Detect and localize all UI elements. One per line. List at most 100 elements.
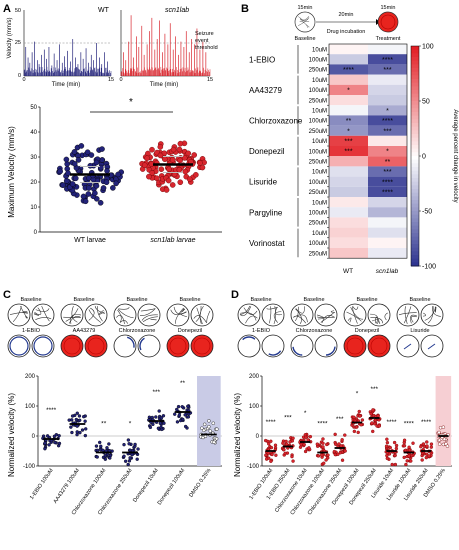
treatment-track [126, 336, 135, 348]
baseline-track [346, 311, 362, 322]
heat-cell [329, 74, 368, 85]
nv-point [371, 408, 375, 412]
baseline-track [350, 307, 364, 320]
drug-label: Lisuride [249, 178, 278, 187]
nv-point [212, 440, 216, 444]
b-t2: 20min [339, 12, 354, 18]
dose-label: 10uM [312, 200, 327, 206]
nv-point [159, 416, 164, 420]
a-point [104, 168, 110, 174]
nv-ytick-label: 0 [32, 434, 36, 440]
a-point [182, 168, 189, 175]
nv-point [304, 435, 308, 440]
heat-cell [368, 125, 407, 136]
d-bot-4: Lisuride [410, 328, 429, 334]
colorbar-segment [411, 181, 419, 186]
nv-point [324, 458, 328, 462]
a-point [87, 162, 94, 169]
nv-point [290, 454, 294, 459]
nv-point [83, 433, 88, 438]
nv-point [108, 456, 112, 460]
baseline-track [434, 306, 437, 313]
nv-point [437, 430, 441, 435]
baseline-track [117, 308, 134, 319]
c-top-2: Baseline [73, 297, 94, 303]
treatment-well [113, 334, 137, 358]
nv-point [402, 444, 407, 448]
a-point [71, 149, 78, 155]
nv-point [103, 454, 108, 458]
c-bot-4: Donepezil [178, 328, 202, 334]
colorbar-segment [411, 108, 419, 113]
nv-point [202, 428, 206, 433]
baseline-track [33, 312, 40, 316]
d-top-4: Baseline [409, 297, 430, 303]
nv-point [402, 438, 407, 442]
colorbar-tick-label: 100 [422, 44, 434, 51]
nv-point [316, 454, 321, 458]
nv-point [54, 432, 59, 437]
treatment-track [169, 337, 187, 355]
nv-point [43, 446, 47, 451]
nv-category-label: AA43279 100uM [53, 467, 82, 504]
nv-point [69, 425, 73, 429]
a-point [199, 164, 206, 171]
dose-label: 100uM [309, 149, 327, 155]
baseline-track [34, 307, 42, 315]
heat-cell [329, 227, 368, 238]
heat-cell [368, 105, 407, 116]
nv-point [320, 453, 324, 457]
nv-point [424, 455, 429, 460]
colorbar-segment [411, 189, 419, 194]
baseline-track [239, 305, 250, 315]
nv-point [358, 414, 362, 418]
colorbar-segment [411, 137, 419, 142]
a-point [72, 175, 79, 182]
nv-sig-label: *** [152, 389, 160, 396]
a-point [186, 176, 193, 182]
baseline-track [299, 15, 310, 21]
a-xtick-15-wt: 15 [108, 77, 114, 83]
heat-cell [368, 44, 407, 55]
nv-point [208, 429, 212, 433]
a-point [157, 144, 164, 150]
baseline-well [190, 303, 214, 327]
heat-sig-label: **** [382, 190, 393, 197]
heat-cell [368, 95, 407, 106]
colorbar-segment [411, 64, 419, 69]
baseline-track [243, 307, 258, 315]
nv-point [181, 417, 185, 422]
a-point [84, 149, 91, 156]
nv-point [420, 458, 424, 462]
treatment-track [403, 343, 412, 350]
dose-label: 10uM [312, 170, 327, 176]
nv-point [160, 427, 164, 432]
threshold-label-2: event [195, 38, 209, 44]
baseline-track [347, 317, 352, 323]
heat-sig-label: **** [382, 57, 393, 64]
heat-cell [329, 207, 368, 218]
nv-point [135, 457, 139, 461]
colorbar-segment [411, 225, 419, 230]
nv-sig-label: * [356, 391, 359, 398]
dose-label: 10uM [312, 47, 327, 53]
a-point [197, 160, 203, 166]
a-point [163, 187, 170, 193]
nv-point [332, 449, 337, 454]
baseline-track [375, 316, 381, 325]
nv-sig-label: * [304, 410, 307, 417]
colorbar-segment [411, 174, 419, 179]
colorbar-segment [411, 97, 419, 102]
treatment-track [370, 337, 388, 355]
baseline-track [199, 305, 204, 325]
baseline-track [196, 307, 203, 325]
c-ylabel: Normalized velocity (%) [7, 393, 16, 477]
colorbar-segment [411, 101, 419, 106]
nv-point [186, 404, 190, 409]
a-point [145, 150, 151, 157]
baseline-track [410, 314, 418, 324]
colorbar-segment [411, 170, 419, 175]
nv-point [303, 449, 308, 454]
a-point [149, 170, 155, 176]
